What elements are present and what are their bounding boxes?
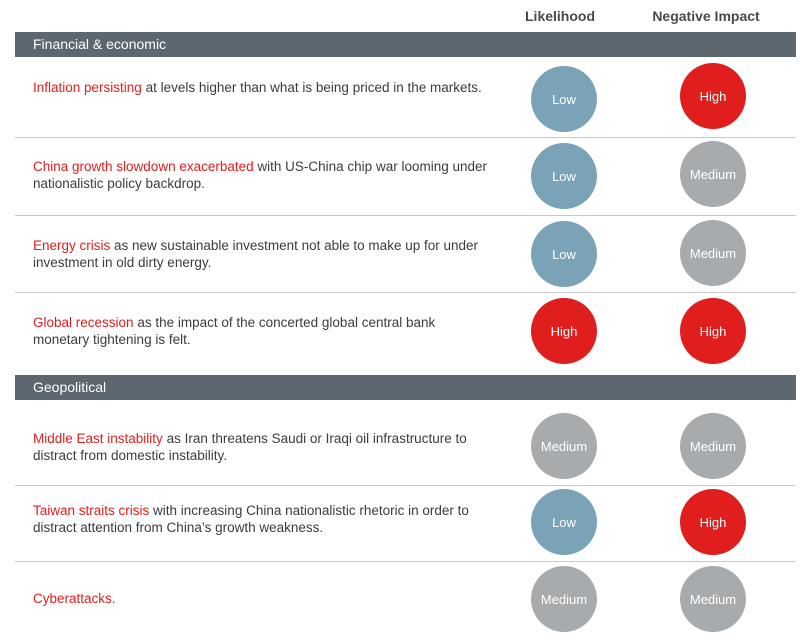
risk-description: China growth slowdown exacerbated with U…	[33, 158, 488, 192]
risk-description: Inflation persisting at levels higher th…	[33, 79, 488, 96]
likelihood-badge: High	[531, 298, 597, 364]
risk-detail: as Iran threatens Saudi or Iraqi oil inf…	[33, 431, 467, 463]
risk-description: Taiwan straits crisis with increasing Ch…	[33, 502, 488, 536]
risk-detail: as the impact of the concerted global ce…	[33, 315, 436, 347]
risk-highlight: Middle East instability	[33, 431, 163, 446]
risk-highlight: China growth slowdown exacerbated	[33, 159, 254, 174]
likelihood-badge: Low	[531, 489, 597, 555]
risk-row-taiwan-straits: Taiwan straits crisis with increasing Ch…	[15, 486, 796, 562]
impact-badge: Medium	[680, 220, 746, 286]
risk-highlight: Taiwan straits crisis	[33, 503, 150, 518]
risk-description: Cyberattacks.	[33, 590, 488, 607]
negative-impact-header: Negative Impact	[652, 8, 760, 24]
risk-row-inflation: Inflation persisting at levels higher th…	[15, 57, 796, 138]
impact-badge: High	[680, 63, 746, 129]
risk-detail: with US-China chip war looming under nat…	[33, 159, 487, 191]
risk-row-energy-crisis: Energy crisis as new sustainable investm…	[15, 216, 796, 293]
risk-description: Energy crisis as new sustainable investm…	[33, 237, 488, 271]
risk-description: Middle East instability as Iran threaten…	[33, 430, 488, 464]
likelihood-badge: Medium	[531, 413, 597, 479]
impact-badge: Medium	[680, 566, 746, 632]
risk-row-global-recession: Global recession as the impact of the co…	[15, 293, 796, 375]
risk-detail: as new sustainable investment not able t…	[33, 238, 478, 270]
risk-highlight: Cyberattacks.	[33, 591, 116, 606]
risk-description: Global recession as the impact of the co…	[33, 314, 488, 348]
impact-badge: Medium	[680, 413, 746, 479]
likelihood-badge: Low	[531, 221, 597, 287]
likelihood-badge: Medium	[531, 566, 597, 632]
section-header-geopolitical: Geopolitical	[15, 375, 796, 400]
risk-row-middle-east: Middle East instability as Iran threaten…	[15, 400, 796, 486]
risk-highlight: Inflation persisting	[33, 80, 142, 95]
risk-highlight: Global recession	[33, 315, 134, 330]
impact-badge: High	[680, 298, 746, 364]
risk-highlight: Energy crisis	[33, 238, 111, 253]
likelihood-header: Likelihood	[525, 8, 595, 24]
risk-row-cyberattacks: Cyberattacks. Medium Medium	[15, 562, 796, 641]
impact-badge: Medium	[680, 141, 746, 207]
risk-detail: at levels higher than what is being pric…	[141, 80, 482, 95]
impact-badge: High	[680, 489, 746, 555]
risk-detail: with increasing China nationalistic rhet…	[33, 503, 469, 535]
risk-row-china-growth: China growth slowdown exacerbated with U…	[15, 138, 796, 216]
section-header-financial: Financial & economic	[15, 32, 796, 57]
likelihood-badge: Low	[531, 143, 597, 209]
likelihood-badge: Low	[531, 66, 597, 132]
